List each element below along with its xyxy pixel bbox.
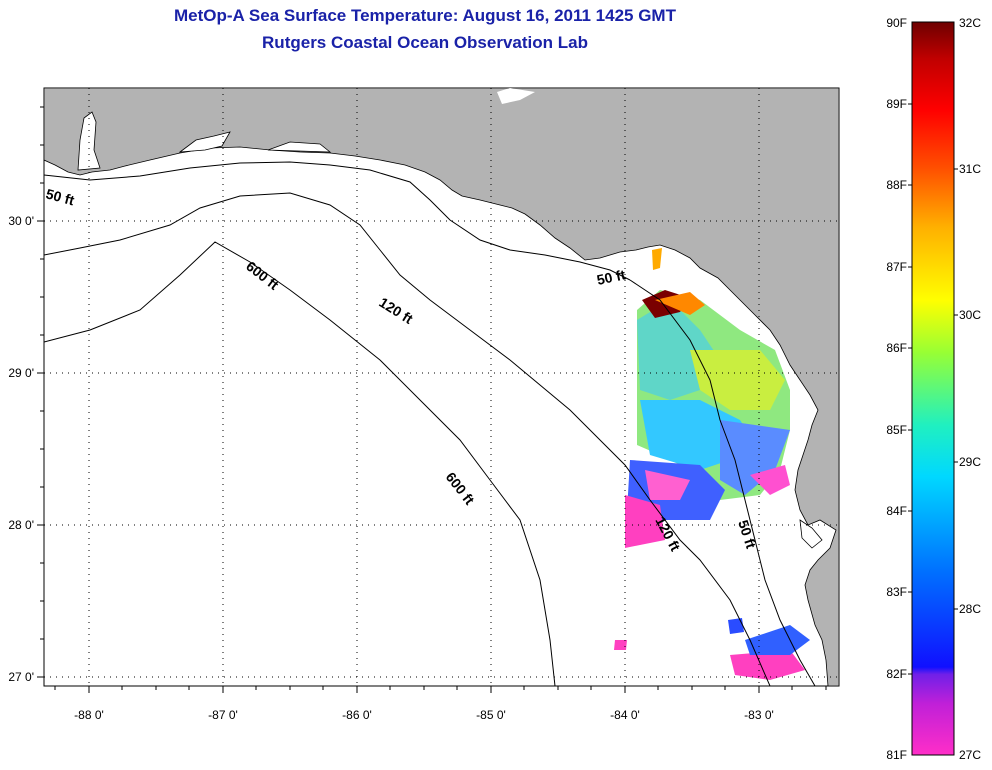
colorbar-f-label: 82F [886,667,907,681]
lon-label: -85 0' [476,708,506,722]
colorbar-f-label: 81F [886,748,907,762]
lat-label: 27 0' [8,670,34,684]
map-subtitle: Rutgers Coastal Ocean Observation Lab [262,33,588,52]
lat-label: 28 0' [8,518,34,532]
contour-50ft-south [629,279,816,686]
contour-label-50ft: 50 ft [44,185,76,208]
axis-ticks [37,106,827,693]
lon-label: -86 0' [342,708,372,722]
contour-120ft [44,192,771,686]
lon-label: -84 0' [610,708,640,722]
lat-label: 29 0' [8,366,34,380]
colorbar-f-label: 83F [886,585,907,599]
lat-label: 30 0' [8,214,34,228]
lon-label: -88 0' [74,708,104,722]
lon-label: -83 0' [744,708,774,722]
inland-lake [497,88,535,104]
bay-inlet-2 [267,141,332,153]
colorbar-c-label: 29C [959,455,981,469]
lon-label: -87 0' [208,708,238,722]
colorbar-f-label: 88F [886,178,907,192]
colorbar-c-label: 28C [959,602,981,616]
colorbar-f-label: 84F [886,504,907,518]
colorbar-c-label: 31C [959,162,981,176]
lat-lon-grid [44,88,839,686]
mobile-bay [77,111,101,171]
colorbar-f-label: 86F [886,341,907,355]
colorbar [911,21,955,756]
land-area [44,88,839,686]
colorbar-c-label: 27C [959,748,981,762]
contour-50ft-north [44,161,631,281]
colorbar-c-label: 30C [959,308,981,322]
colorbar-f-label: 89F [886,97,907,111]
colorbar-f-label: 90F [886,16,907,30]
map-title: MetOp-A Sea Surface Temperature: August … [174,6,676,25]
colorbar-ticks [908,103,958,675]
colorbar-f-label: 85F [886,423,907,437]
colorbar-f-label: 87F [886,260,907,274]
tampa-bay [799,519,823,549]
colorbar-c-label: 32C [959,16,981,30]
bay-inlet [178,131,231,153]
contour-600ft [44,241,556,686]
contour-label-50ft-coast: 50 ft [595,266,627,288]
